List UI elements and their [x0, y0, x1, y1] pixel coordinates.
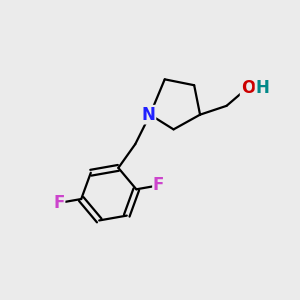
Text: H: H [256, 79, 269, 97]
Text: F: F [53, 194, 64, 212]
Text: F: F [153, 176, 164, 194]
Text: O: O [241, 79, 255, 97]
Text: N: N [142, 106, 155, 124]
